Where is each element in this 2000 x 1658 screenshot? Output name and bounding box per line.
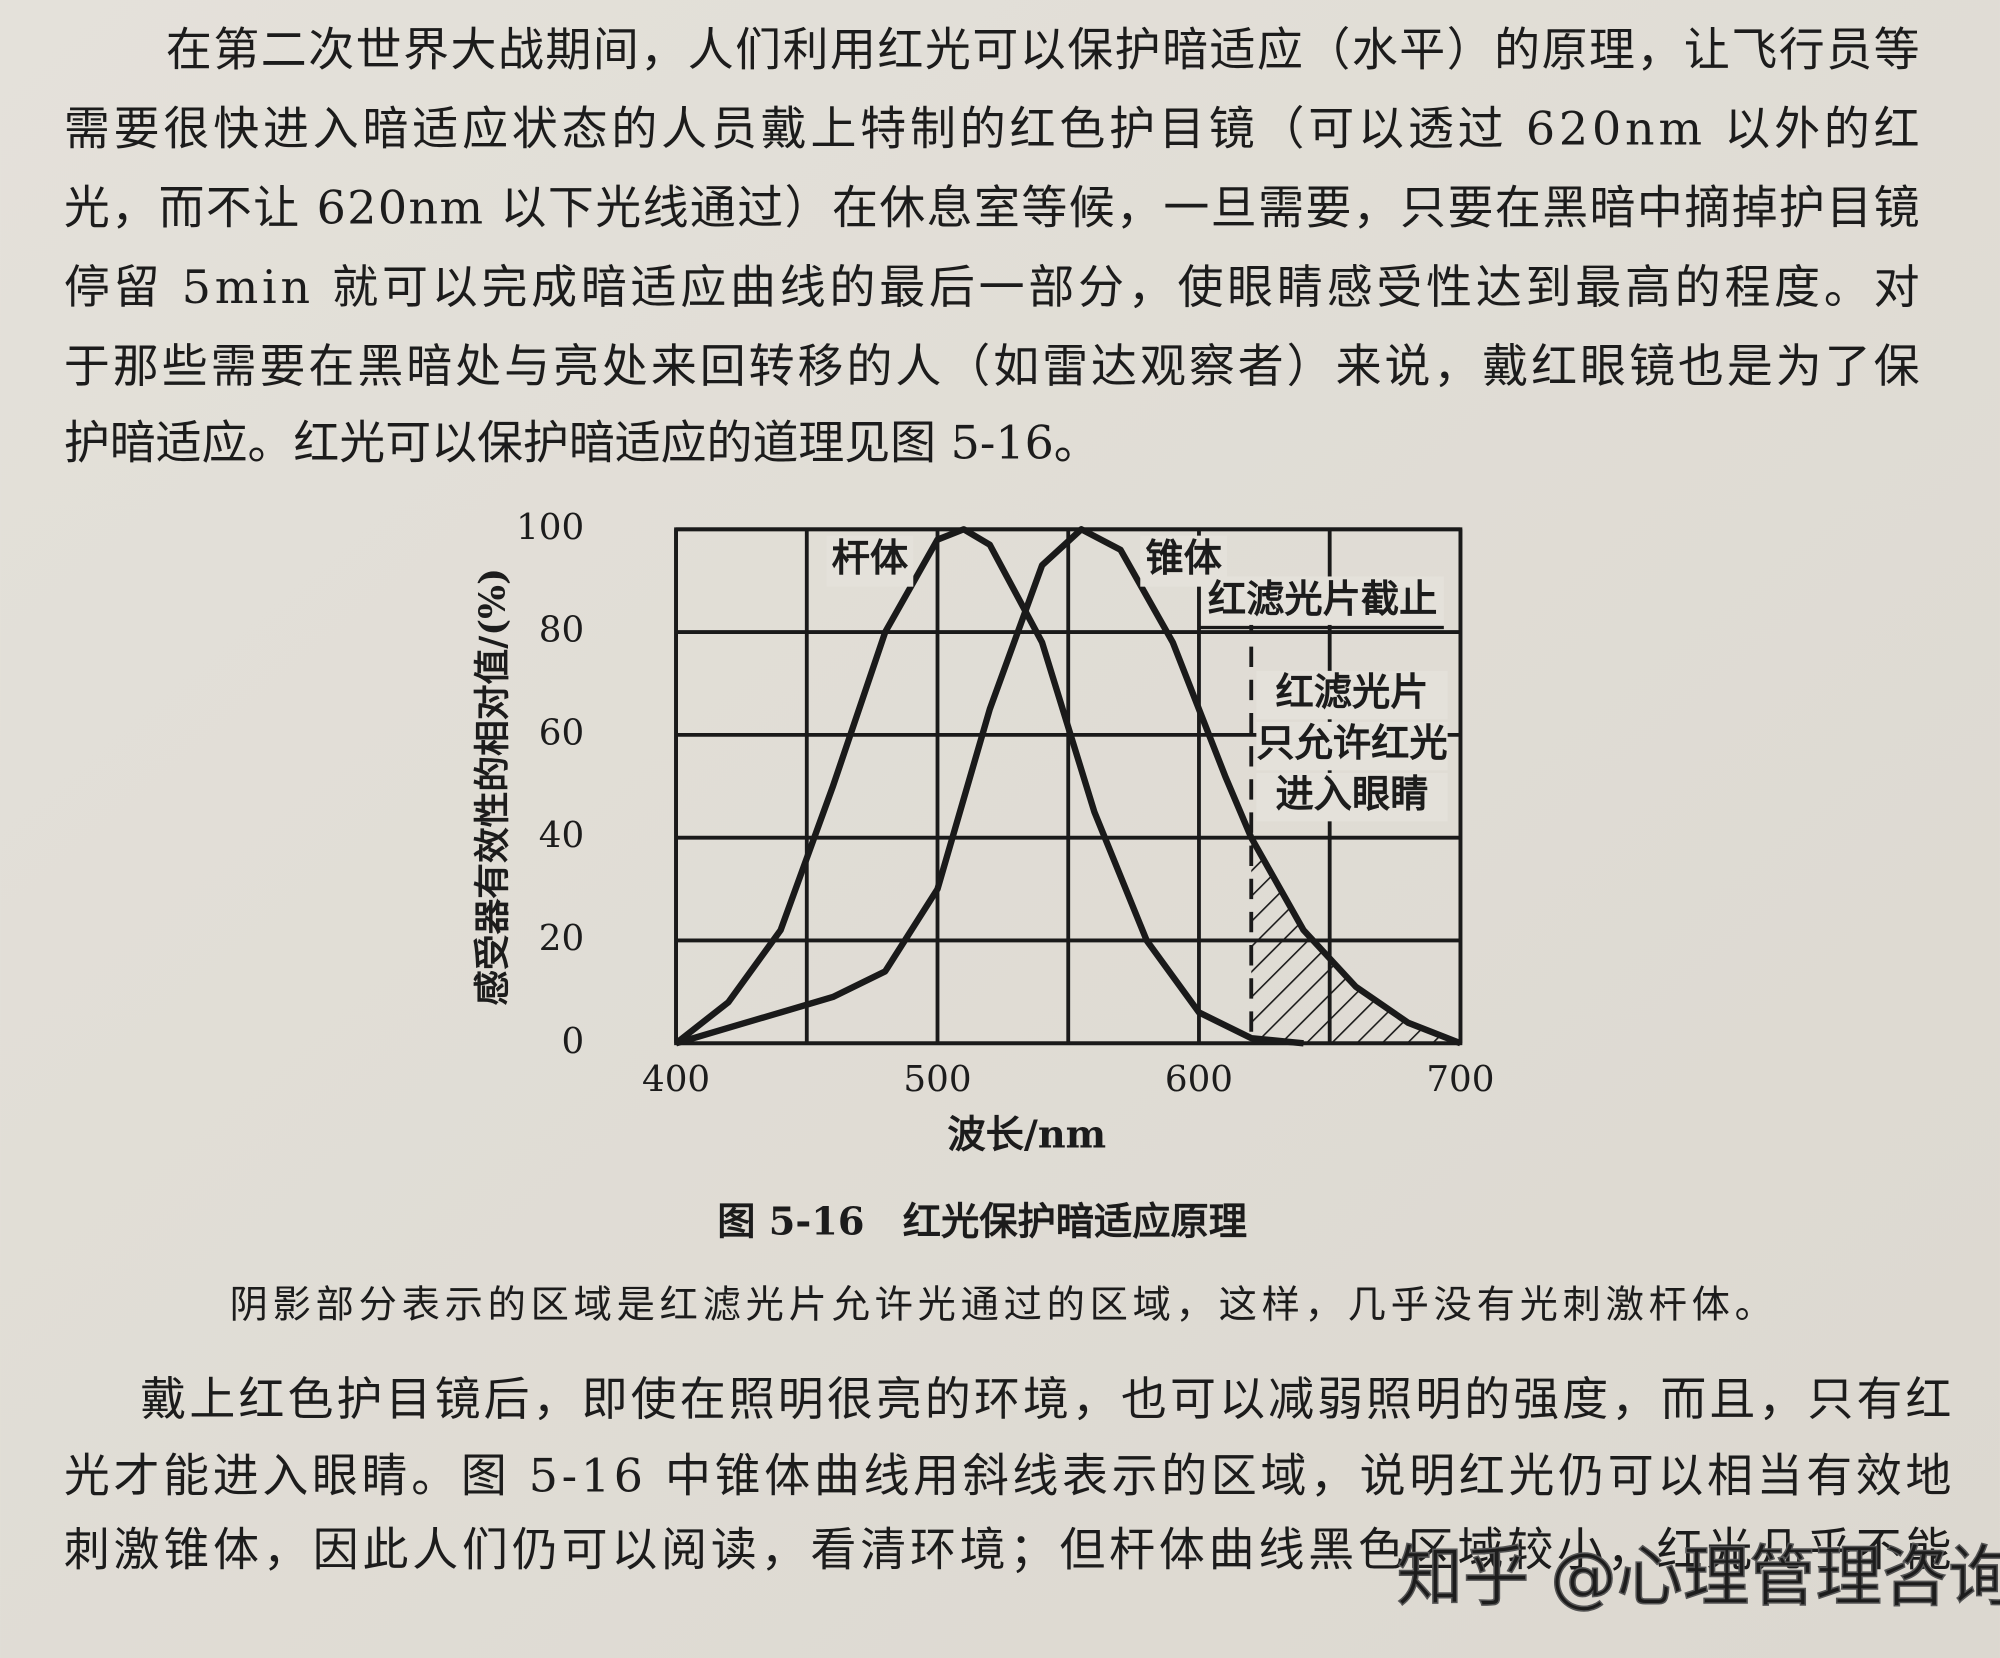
label-bg xyxy=(1256,721,1448,771)
y-axis-label: 感受器有效性的相对值/(%) xyxy=(471,568,513,1006)
text-line: 戴上红色护目镜后，即使在照明很亮的环境，也可以减弱照明的强度，而且，只有红 xyxy=(140,1372,1951,1426)
text-line: 护暗适应。红光可以保护暗适应的道理见图 5-16。 xyxy=(64,415,1100,469)
pass-label: 进入眼睛 xyxy=(1276,772,1429,817)
x-tick-label: 700 xyxy=(1426,1059,1494,1100)
text-line: 停留 5min 就可以完成暗适应曲线的最后一部分，使眼睛感受性达到最高的程度。对 xyxy=(64,260,1920,314)
label-bg xyxy=(1256,772,1448,822)
watermark: 知乎 @心理管理咨询 xyxy=(1397,1538,2000,1616)
text-line: 在第二次世界大战期间，人们利用红光可以保护暗适应（水平）的原理，让飞行员等 xyxy=(166,23,1920,77)
x-tick-label: 400 xyxy=(642,1059,710,1100)
x-tick-label: 600 xyxy=(1165,1059,1233,1100)
x-axis-label: 波长/nm xyxy=(947,1113,1106,1158)
label-bg xyxy=(826,535,914,587)
figure-caption: 图 5-16 红光保护暗适应原理 xyxy=(717,1199,1247,1244)
y-tick-label: 60 xyxy=(539,712,584,753)
cutoff-label: 红滤光片截止 xyxy=(1208,577,1438,622)
label-bg xyxy=(1201,576,1444,625)
y-tick-label: 80 xyxy=(539,610,584,651)
curve xyxy=(675,526,1462,1047)
x-tick-label: 500 xyxy=(903,1059,971,1100)
y-tick-label: 20 xyxy=(539,918,584,959)
pass-band-area xyxy=(1251,837,1461,1044)
text-line: 光才能进入眼睛。图 5-16 中锥体曲线用斜线表示的区域，说明红光仍可以相当有效… xyxy=(64,1448,1952,1502)
series-label: 锥体 xyxy=(1145,536,1222,581)
series-label: 杆体 xyxy=(832,536,909,581)
text-line: 需要很快进入暗适应状态的人员戴上特制的红色护目镜（可以透过 620nm 以外的红 xyxy=(64,102,1920,156)
y-tick-label: 40 xyxy=(539,815,584,856)
text-line: 光，而不让 620nm 以下光线通过）在休息室等候，一旦需要，只要在黑暗中摘掉护… xyxy=(64,181,1920,235)
label-bg xyxy=(1256,670,1448,720)
pass-label: 红滤光片 xyxy=(1276,670,1429,715)
pass-label: 只允许红光 xyxy=(1256,721,1447,766)
y-tick-label: 0 xyxy=(562,1021,585,1062)
curve xyxy=(674,526,1304,1047)
y-tick-label: 100 xyxy=(516,507,584,548)
